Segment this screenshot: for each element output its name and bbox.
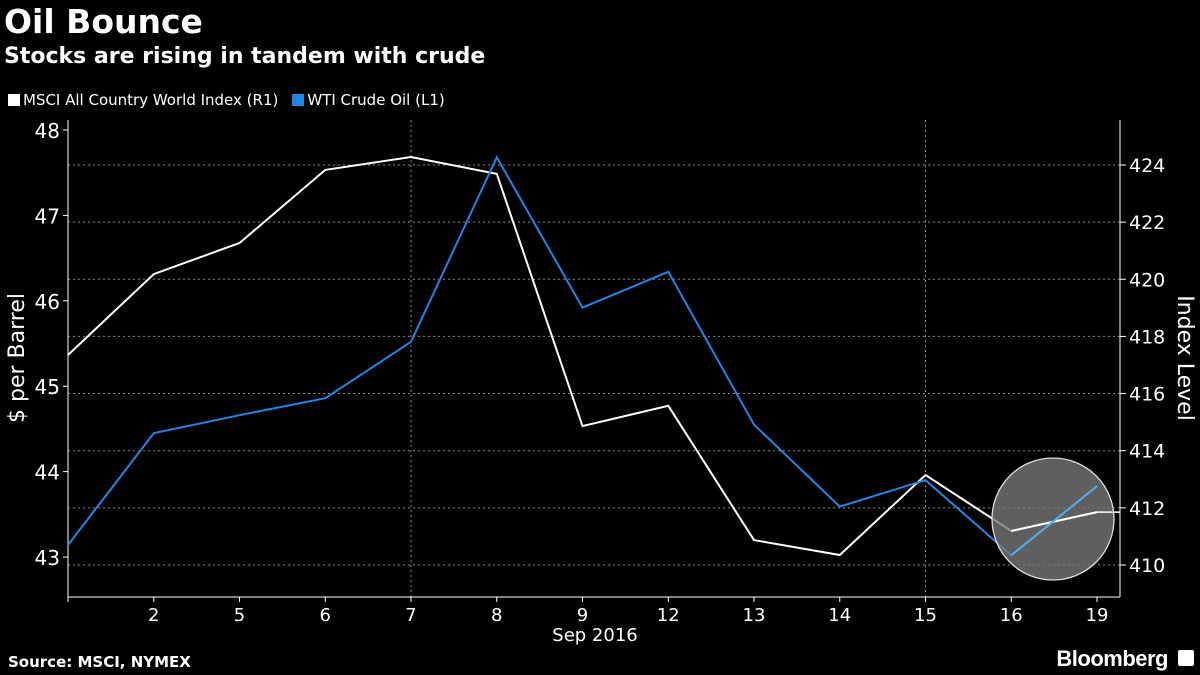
x-tick-label: 15 <box>914 605 937 626</box>
bloomberg-chart-icon <box>1178 650 1194 666</box>
bloomberg-logo: Bloomberg <box>1056 646 1168 671</box>
chart-title: Oil Bounce <box>4 2 203 41</box>
left-tick-label: 48 <box>35 119 60 143</box>
x-tick-label: 5 <box>234 605 245 626</box>
legend-item-msci: MSCI All Country World Index (R1) <box>8 91 278 109</box>
chart-subtitle: Stocks are rising in tandem with crude <box>4 44 486 69</box>
legend-label: MSCI All Country World Index (R1) <box>23 91 279 109</box>
right-tick-label: 418 <box>1129 326 1165 348</box>
left-tick-label: 46 <box>35 290 60 314</box>
legend-swatch-blue <box>292 94 305 106</box>
series-line-wti <box>67 155 1098 557</box>
highlight-segment <box>1010 485 1098 557</box>
x-tick-label: 7 <box>405 605 416 626</box>
legend-item-wti: WTI Crude Oil (L1) <box>292 91 445 109</box>
left-tick-label: 47 <box>35 204 60 228</box>
right-tick-label: 414 <box>1129 441 1165 463</box>
right-axis-label: Index Level <box>1172 295 1197 421</box>
left-tick-label: 45 <box>35 375 60 399</box>
right-tick-label: 422 <box>1129 212 1165 234</box>
x-axis-label: Sep 2016 <box>552 625 637 646</box>
right-tick-label: 412 <box>1129 498 1165 520</box>
right-tick-label: 420 <box>1129 269 1165 291</box>
series-line-msci <box>67 155 1098 557</box>
highlight-circle <box>991 457 1115 581</box>
legend-label: WTI Crude Oil (L1) <box>307 91 445 109</box>
left-axis-label: $ per Barrel <box>5 293 30 423</box>
x-tick-label: 2 <box>148 605 159 626</box>
legend-swatch-white <box>8 94 20 106</box>
x-tick-label: 9 <box>577 605 588 626</box>
x-tick-label: 12 <box>657 605 680 626</box>
right-tick-label: 416 <box>1129 384 1165 406</box>
right-tick-label: 410 <box>1129 555 1165 577</box>
left-tick-label: 44 <box>35 461 60 485</box>
x-tick-label: 19 <box>1086 605 1109 626</box>
source-note: Source: MSCI, NYMEX <box>8 653 191 671</box>
x-tick-label: 14 <box>828 605 851 626</box>
legend: MSCI All Country World Index (R1) WTI Cr… <box>8 91 445 109</box>
x-tick-label: 13 <box>743 605 766 626</box>
left-tick-label: 43 <box>35 546 60 570</box>
x-tick-label: 6 <box>320 605 331 626</box>
right-tick-label: 424 <box>1129 155 1165 177</box>
x-tick-label: 16 <box>1000 605 1023 626</box>
x-tick-label: 8 <box>491 605 502 626</box>
